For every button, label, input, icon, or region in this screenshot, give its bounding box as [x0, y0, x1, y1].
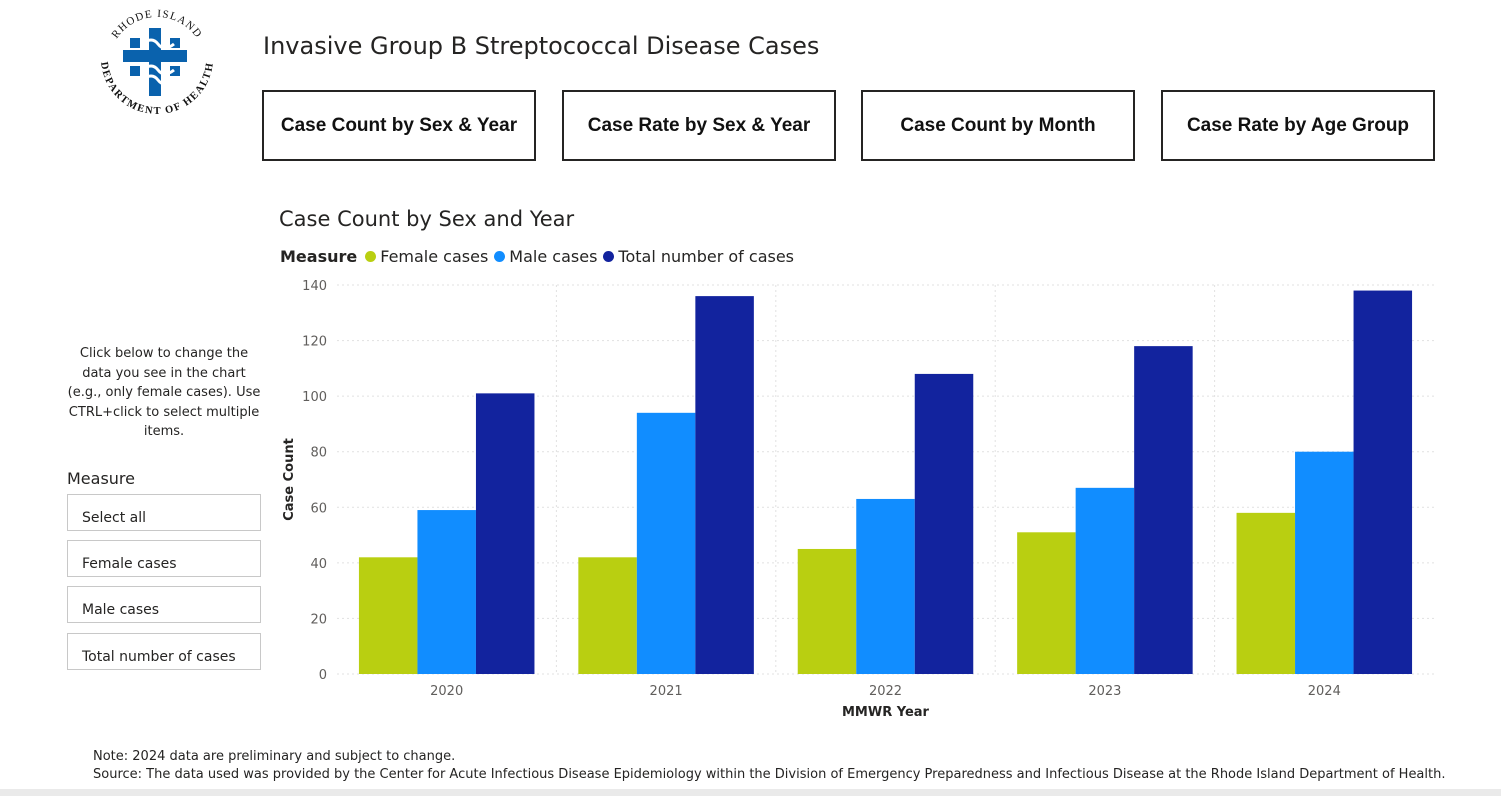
nav-button-case-count-by-month[interactable]: Case Count by Month: [861, 90, 1135, 161]
bar-female-cases-2020[interactable]: [358, 557, 418, 674]
bar-total-number-of-cases-2024[interactable]: [1353, 290, 1413, 674]
bar-male-cases-2023[interactable]: [1075, 487, 1135, 674]
y-tick-label: 40: [310, 557, 327, 572]
page-title: Invasive Group B Streptococcal Disease C…: [263, 32, 820, 60]
y-tick-label: 60: [310, 501, 327, 516]
y-tick-label: 20: [310, 612, 327, 627]
bar-female-cases-2024[interactable]: [1236, 512, 1296, 674]
slicer-item-female-cases[interactable]: Female cases: [67, 540, 261, 577]
bar-male-cases-2020[interactable]: [417, 510, 476, 674]
bar-total-number-of-cases-2021[interactable]: [695, 296, 754, 674]
slicer-item-male-cases[interactable]: Male cases: [67, 586, 261, 623]
legend-item-male[interactable]: Male cases: [494, 247, 597, 266]
y-tick-label: 120: [302, 335, 327, 350]
legend-item-female[interactable]: Female cases: [365, 247, 488, 266]
y-tick-label: 100: [302, 390, 327, 405]
legend-dot-total: [603, 251, 615, 262]
bar-male-cases-2024[interactable]: [1295, 451, 1354, 674]
bar-female-cases-2023[interactable]: [1017, 532, 1076, 674]
legend-label-male: Male cases: [509, 247, 598, 266]
x-tick-label: 2024: [1308, 684, 1341, 699]
y-axis-title: Case Count: [282, 438, 297, 521]
x-tick-label: 2020: [430, 684, 463, 699]
bar-male-cases-2022[interactable]: [856, 498, 915, 674]
y-tick-label: 80: [310, 446, 327, 461]
chart-legend: Measure Female cases Male cases Total nu…: [280, 247, 800, 266]
legend-title: Measure: [280, 247, 358, 266]
footer-note: Note: 2024 data are preliminary and subj…: [93, 749, 456, 764]
nav-button-case-rate-by-age-group[interactable]: Case Rate by Age Group: [1161, 90, 1435, 161]
footer-source: Source: The data used was provided by th…: [93, 767, 1446, 782]
bar-total-number-of-cases-2020[interactable]: [475, 393, 535, 674]
legend-dot-male: [494, 251, 506, 262]
slicer-title: Measure: [67, 469, 135, 488]
nav-button-case-rate-by-sex-year[interactable]: Case Rate by Sex & Year: [562, 90, 836, 161]
slicer-instructions: Click below to change the data you see i…: [67, 346, 261, 439]
bar-chart: 0 20 40 60 80 100 120 140 2020 2021 2022 2023 2024 MM…: [282, 279, 1434, 720]
x-tick-label: 2021: [650, 684, 683, 699]
bar-male-cases-2021[interactable]: [636, 412, 696, 674]
legend-label-total: Total number of cases: [618, 247, 795, 266]
slicer-item-total-cases[interactable]: Total number of cases: [67, 633, 261, 670]
x-axis-title: MMWR Year: [842, 705, 930, 720]
legend-label-female: Female cases: [380, 247, 489, 266]
bar-total-number-of-cases-2023[interactable]: [1134, 346, 1193, 674]
y-tick-label: 140: [302, 279, 327, 294]
legend-dot-female: [365, 251, 377, 262]
nav-button-case-count-by-sex-year[interactable]: Case Count by Sex & Year: [262, 90, 536, 161]
footer-notes: Note: 2024 data are preliminary and subj…: [93, 748, 1445, 784]
slicer-item-select-all[interactable]: Select all: [67, 494, 261, 531]
bar-female-cases-2022[interactable]: [797, 548, 857, 674]
logo-emblem-icon: [123, 28, 187, 96]
bar-total-number-of-cases-2022[interactable]: [914, 373, 974, 674]
bottom-scrollbar: [0, 789, 1501, 796]
y-tick-label: 0: [319, 668, 327, 683]
ri-health-logo: RHODE ISLAND DEPARTMENT OF HEALTH: [98, 8, 214, 117]
x-tick-label: 2023: [1088, 684, 1121, 699]
bar-female-cases-2021[interactable]: [578, 557, 637, 674]
chart-title: Case Count by Sex and Year: [279, 207, 575, 231]
x-tick-label: 2022: [869, 684, 902, 699]
legend-item-total[interactable]: Total number of cases: [603, 247, 794, 266]
